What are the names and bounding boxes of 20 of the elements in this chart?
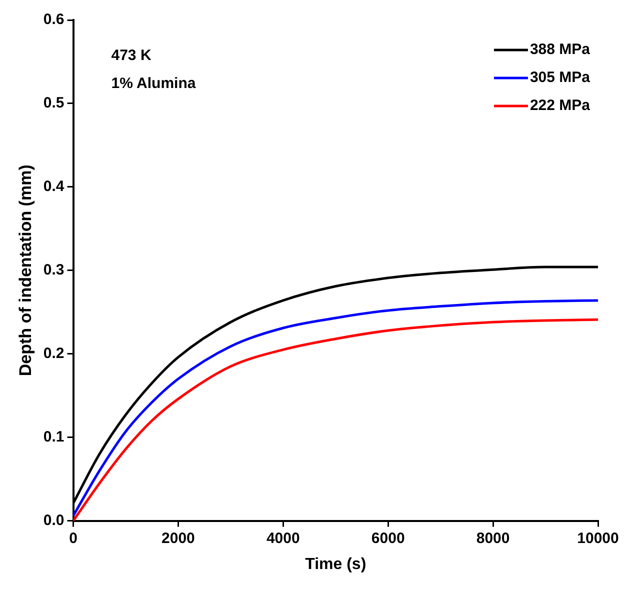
y-tick-label: 0.4 (43, 178, 65, 196)
annotation: 1% Alumina (111, 75, 196, 92)
y-axis-title: Depth of indentation (mm) (16, 164, 35, 376)
x-tick-label: 0 (69, 530, 78, 547)
x-tick-label: 4000 (266, 530, 300, 547)
x-tick-label: 2000 (162, 530, 195, 547)
y-tick-label: 0.2 (43, 345, 64, 362)
x-axis-title: Time (s) (305, 556, 366, 573)
x-tick-label: 6000 (371, 530, 405, 547)
y-tick-label: 0.1 (43, 428, 64, 446)
y-tick-label: 0.6 (43, 11, 64, 28)
legend-label: 388 MPa (530, 41, 591, 58)
y-tick-label: 0.5 (43, 94, 64, 112)
x-tick-label: 10000 (577, 530, 619, 547)
legend-label: 305 MPa (530, 69, 591, 86)
annotation: 473 K (111, 47, 152, 64)
x-tick-label: 8000 (476, 530, 510, 547)
legend-label: 222 MPa (530, 97, 591, 114)
y-tick-label: 0.3 (43, 262, 64, 279)
y-tick-label: 0.0 (43, 512, 64, 529)
